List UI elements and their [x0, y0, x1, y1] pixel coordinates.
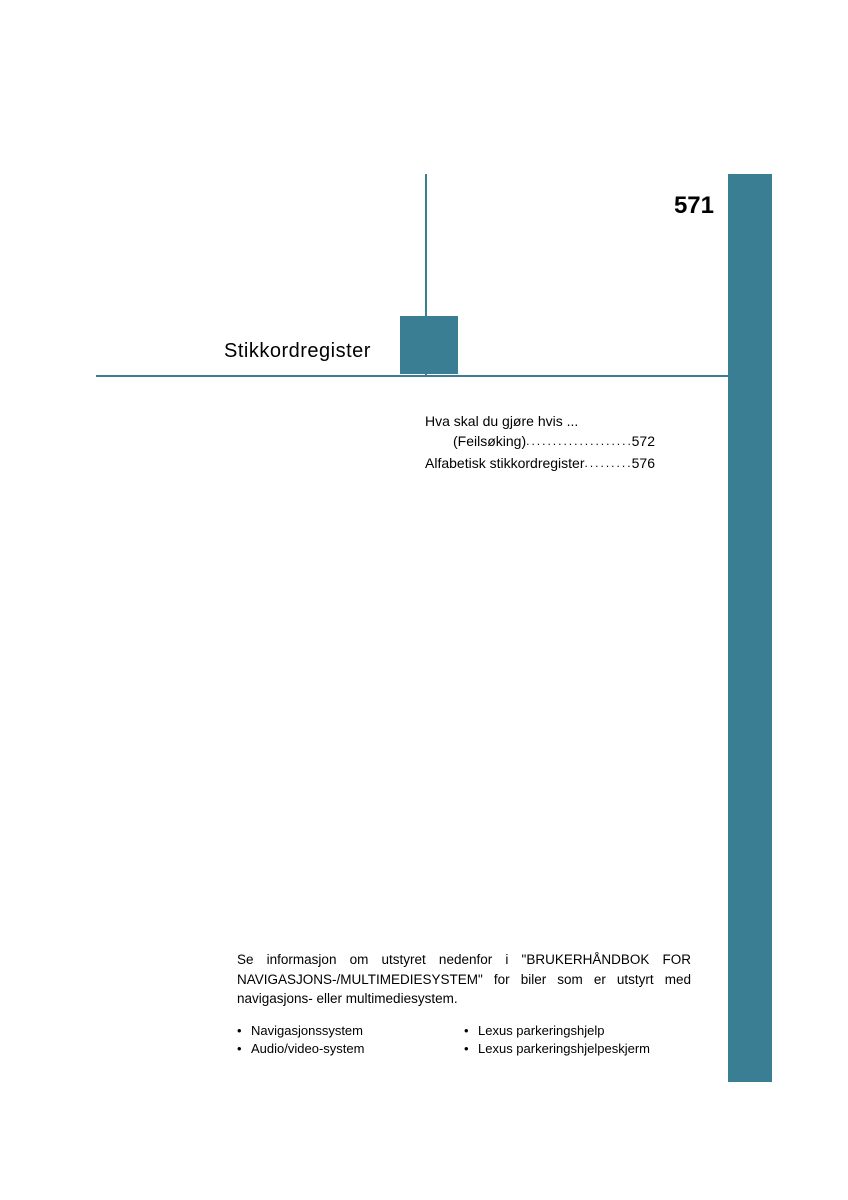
- toc-entry-1-line1: Hva skal du gjøre hvis ...: [425, 413, 655, 429]
- bullet-columns: • Navigasjonssystem • Audio/video-system…: [237, 1022, 691, 1057]
- toc-page-number: 572: [632, 433, 655, 449]
- bullet-icon: •: [237, 1040, 251, 1058]
- bullet-icon: •: [464, 1040, 478, 1058]
- table-of-contents: Hva skal du gjøre hvis ... (Feilsøking) …: [425, 413, 655, 475]
- footer-paragraph: Se informasjon om utstyret nedenfor i "B…: [237, 950, 691, 1009]
- list-item: • Lexus parkeringshjelp: [464, 1022, 691, 1040]
- toc-leader-dots: [585, 456, 632, 470]
- list-item-label: Navigasjonssystem: [251, 1022, 363, 1040]
- section-title: Stikkordregister: [224, 340, 371, 363]
- list-item-label: Lexus parkeringshjelpeskjerm: [478, 1040, 650, 1058]
- list-item: • Audio/video-system: [237, 1040, 464, 1058]
- right-sidebar-bar: [728, 174, 772, 1082]
- toc-label: Hva skal du gjøre hvis ...: [425, 413, 578, 429]
- toc-label: (Feilsøking): [425, 433, 526, 449]
- bullet-col-left: • Navigasjonssystem • Audio/video-system: [237, 1022, 464, 1057]
- toc-leader-dots: [526, 434, 632, 448]
- list-item-label: Lexus parkeringshjelp: [478, 1022, 604, 1040]
- horizontal-divider: [96, 375, 728, 377]
- list-item: • Lexus parkeringshjelpeskjerm: [464, 1040, 691, 1058]
- list-item-label: Audio/video-system: [251, 1040, 364, 1058]
- toc-page-number: 576: [632, 455, 655, 471]
- toc-entry-2: Alfabetisk stikkordregister 576: [425, 455, 655, 471]
- bullet-icon: •: [464, 1022, 478, 1040]
- page-number: 571: [674, 192, 714, 220]
- toc-entry-1-line2: (Feilsøking) 572: [425, 433, 655, 449]
- toc-label: Alfabetisk stikkordregister: [425, 455, 585, 471]
- bullet-icon: •: [237, 1022, 251, 1040]
- section-marker-box: [400, 316, 458, 374]
- bullet-col-right: • Lexus parkeringshjelp • Lexus parkerin…: [464, 1022, 691, 1057]
- list-item: • Navigasjonssystem: [237, 1022, 464, 1040]
